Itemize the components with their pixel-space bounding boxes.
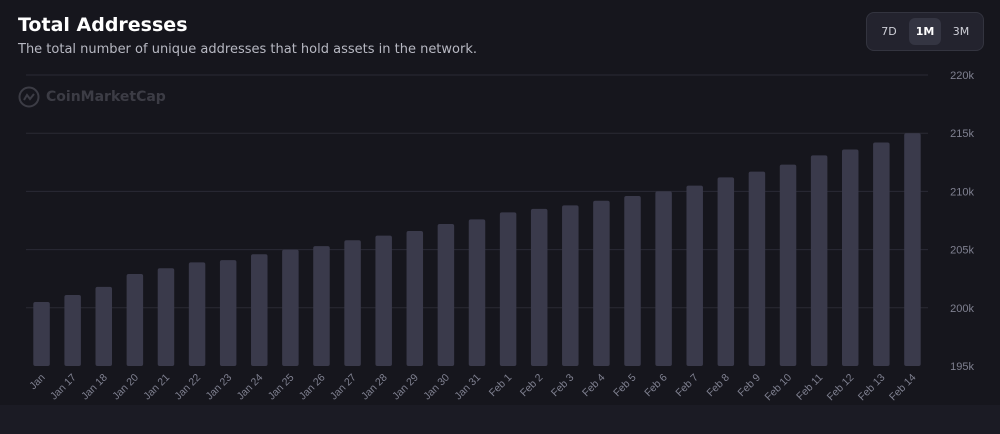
x-tick-label: Jan [27, 372, 48, 393]
y-tick-label: 210k [950, 186, 974, 198]
bar-layer [33, 133, 921, 366]
chart-title: Total Addresses [18, 14, 188, 36]
bar[interactable] [530, 208, 548, 366]
x-tick-label: Jan 17 [48, 372, 79, 403]
watermark-text: CoinMarketCap [46, 89, 166, 105]
x-tick-label: Feb 4 [580, 372, 608, 400]
range-3m-button[interactable]: 3M [952, 25, 970, 38]
bar[interactable] [406, 230, 424, 366]
bar[interactable] [126, 274, 144, 366]
bar[interactable] [873, 142, 890, 366]
bar[interactable] [282, 249, 299, 366]
x-tick-label: Jan 23 [204, 372, 235, 403]
y-tick-label: 200k [950, 303, 974, 315]
x-tick-label: Jan 27 [328, 372, 359, 403]
bar[interactable] [219, 260, 237, 366]
y-tick-label: 215k [950, 128, 974, 140]
bar[interactable] [344, 240, 361, 366]
x-tick-label: Feb 6 [642, 372, 670, 400]
x-tick-label: Jan 18 [79, 372, 110, 403]
x-tick-label: Jan 26 [297, 372, 328, 403]
bar[interactable] [841, 149, 859, 366]
x-tick-label: Feb 2 [518, 372, 546, 400]
bar[interactable] [686, 185, 703, 366]
coinmarketcap-watermark: CoinMarketCap [18, 86, 166, 108]
x-tick-label: Jan 29 [390, 372, 421, 403]
x-tick-label: Jan 20 [110, 372, 141, 403]
bar[interactable] [717, 177, 735, 366]
bar[interactable] [562, 205, 579, 366]
x-tick-label: Feb 1 [487, 372, 515, 400]
x-tick-label: Jan 24 [235, 372, 266, 403]
bar[interactable] [748, 171, 766, 366]
bar[interactable] [95, 286, 113, 366]
y-tick-label: 195k [950, 361, 974, 373]
bar[interactable] [33, 301, 50, 366]
x-tick-label: Feb 13 [856, 372, 888, 404]
bar[interactable] [64, 294, 81, 366]
y-axis-labels: 195k 200k 205k 210k 215k 220k [950, 70, 974, 373]
bottom-band [0, 405, 1000, 434]
bar[interactable] [655, 191, 672, 366]
range-1m-button[interactable]: 1M [909, 18, 941, 45]
x-axis-labels: Jan Jan 17 Jan 18 Jan 20 Jan 21 Jan 22 Jan 23 J… [27, 372, 918, 404]
x-tick-label: Jan 22 [172, 372, 203, 403]
bar[interactable] [188, 262, 206, 366]
bar[interactable] [313, 246, 330, 366]
x-tick-label: Feb 5 [611, 372, 639, 400]
x-tick-label: Feb 8 [704, 372, 732, 400]
bar[interactable] [904, 133, 921, 366]
x-tick-label: Feb 9 [736, 372, 764, 400]
chart-subtitle: The total number of unique addresses tha… [18, 42, 477, 57]
y-tick-label: 205k [950, 245, 974, 257]
x-tick-label: Jan 28 [359, 372, 390, 403]
x-tick-label: Feb 10 [763, 372, 795, 404]
bar[interactable] [779, 164, 797, 366]
bar[interactable] [375, 235, 392, 366]
x-tick-label: Jan 31 [452, 372, 483, 403]
x-tick-label: Feb 7 [673, 372, 701, 400]
x-tick-label: Feb 3 [549, 372, 577, 400]
bar[interactable] [810, 155, 828, 366]
time-range-selector: 7D 1M 3M [866, 12, 984, 51]
bar[interactable] [157, 268, 175, 366]
x-tick-label: Feb 12 [825, 372, 857, 404]
bar[interactable] [593, 200, 610, 366]
x-tick-label: Jan 25 [266, 372, 297, 403]
coinmarketcap-logo-icon [18, 86, 40, 108]
bar[interactable] [468, 219, 486, 366]
bar[interactable] [251, 254, 268, 366]
x-tick-label: Jan 21 [141, 372, 172, 403]
bar[interactable] [437, 223, 455, 366]
bar[interactable] [624, 196, 641, 366]
x-tick-label: Feb 14 [887, 372, 919, 404]
bar[interactable] [499, 212, 517, 366]
range-7d-button[interactable]: 7D [881, 25, 897, 38]
x-tick-label: Jan 30 [421, 372, 452, 403]
x-tick-label: Feb 11 [794, 372, 825, 403]
y-tick-label: 220k [950, 70, 974, 82]
